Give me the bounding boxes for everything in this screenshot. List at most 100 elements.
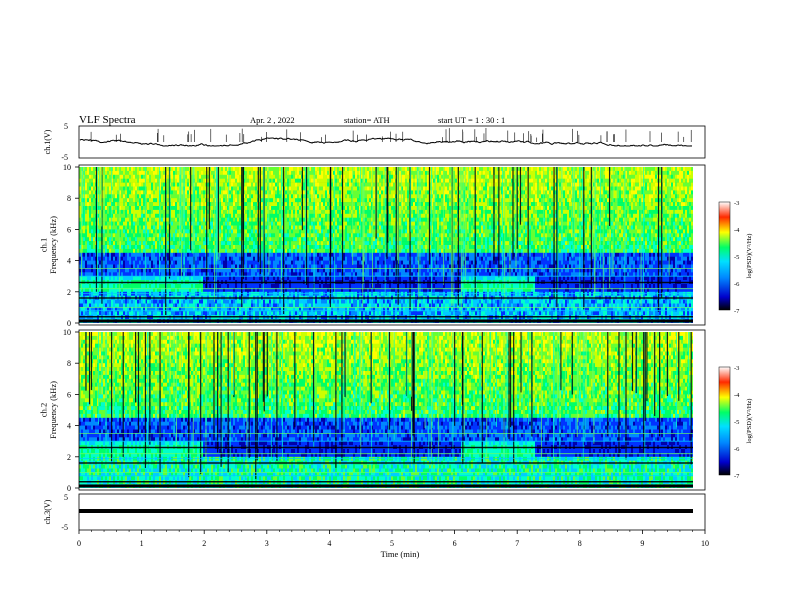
spectrogram-cell [189,178,191,183]
spectrogram-cell [179,248,181,254]
spectrogram-cell [191,206,193,211]
spectrogram-cell [175,190,177,195]
spectrogram-cell [221,213,223,218]
spectrogram-cell [157,268,159,273]
spectrogram-cell [245,213,247,218]
spectrogram-cell [99,264,101,269]
spectrogram-cell [211,287,213,293]
spectrogram-cell [207,311,209,316]
spectrogram-cell [107,311,109,316]
spectrogram-cell [285,209,287,215]
spectrogram-cell [129,233,131,238]
spectrogram-cell [295,248,297,254]
spectrogram-cell [115,260,117,265]
spectrogram-cell [219,225,221,230]
spectrogram-cell [177,225,179,230]
spectrogram-cell [155,307,157,312]
spectrogram-cell [225,307,227,312]
spectrogram-cell [239,229,241,234]
spectrogram-cell [267,287,269,293]
spectrogram-cell [131,198,133,203]
spectrogram-cell [89,245,91,250]
spectrogram-cell [309,311,311,316]
spectrogram-cell [303,209,305,215]
spectrogram-cell [115,264,117,269]
spectrogram-cell [253,237,255,242]
spectrogram-cell [91,198,93,203]
spectrogram-cell [221,303,223,308]
spectrogram-cell [107,303,109,308]
spectrogram-cell [291,186,293,191]
spectrogram-cell [199,209,201,215]
spectrogram-cell [175,225,177,230]
spectrogram-cell [247,307,249,312]
spectrogram-cell [137,260,139,265]
spectrogram-cell [177,213,179,218]
spectrogram-cell [203,311,205,316]
spectrogram-cell [107,170,109,176]
spectrogram-cell [235,178,237,183]
spectrogram-cell [235,167,237,172]
spectrogram-cell [231,268,233,273]
spectrogram-cell [195,291,197,296]
spectrogram-cell [97,303,99,308]
spectrogram-cell [225,202,227,207]
spectrogram-cell [299,190,301,195]
spectrogram-cell [243,299,245,304]
spectrogram-cell [271,206,273,211]
spectrogram-cell [249,287,251,293]
spectrogram-cell [233,213,235,218]
spectrogram-cell [249,260,251,265]
spectrogram-cell [161,213,163,218]
spectrogram-cell [127,186,129,191]
spectrogram-cell [195,252,197,257]
spectrogram-cell [129,260,131,265]
spectrogram-cell [183,307,185,312]
spectrogram-cell [321,264,323,269]
spectrogram-cell [177,260,179,265]
spectrogram-cell [233,178,235,183]
spectrogram-cell [207,209,209,215]
spectrogram-cell [131,276,133,281]
spectrogram-cell [239,186,241,191]
spectrogram-cell [123,311,125,316]
spectrogram-cell [139,245,141,250]
spectrogram-cell [325,174,327,179]
spectrogram-cell [171,291,173,296]
spectrogram-cell [121,198,123,203]
spectrogram-cell [315,268,317,273]
spectrogram-cell [311,225,313,230]
spectrogram-cell [145,170,147,176]
spectrogram-cell [187,299,189,304]
spectrogram-cell [197,174,199,179]
spectrogram-cell [269,186,271,191]
spectrogram-cell [185,252,187,257]
spectrogram-cell [245,268,247,273]
spectrogram-cell [119,276,121,281]
spectrogram-cell [119,217,121,222]
spectrogram-cell [133,194,135,199]
spectrogram-cell [277,237,279,242]
spectrogram-cell [161,303,163,308]
spectrogram-cell [135,252,137,257]
spectrogram-cell [137,307,139,312]
spectrogram-cell [307,268,309,273]
spectrogram-cell [315,178,317,183]
spectrogram-cell [121,268,123,273]
spectrogram-cell [87,291,89,296]
spectrogram-cell [137,264,139,269]
spectrogram-cell [161,299,163,304]
spectrogram-cell [303,241,305,246]
spectrogram-cell [79,167,81,172]
spectrogram-cell [215,299,217,304]
spectrogram-cell [269,256,271,261]
spectrogram-cell [187,248,189,254]
spectrogram-cell [293,233,295,238]
spectrogram-cell [225,182,227,187]
spectrogram-cell [89,209,91,215]
spectrogram-cell [301,268,303,273]
spectrogram-cell [87,202,89,207]
spectrogram-cell [253,206,255,211]
spectrogram-cell [247,221,249,226]
spectrogram-cell [93,291,95,296]
